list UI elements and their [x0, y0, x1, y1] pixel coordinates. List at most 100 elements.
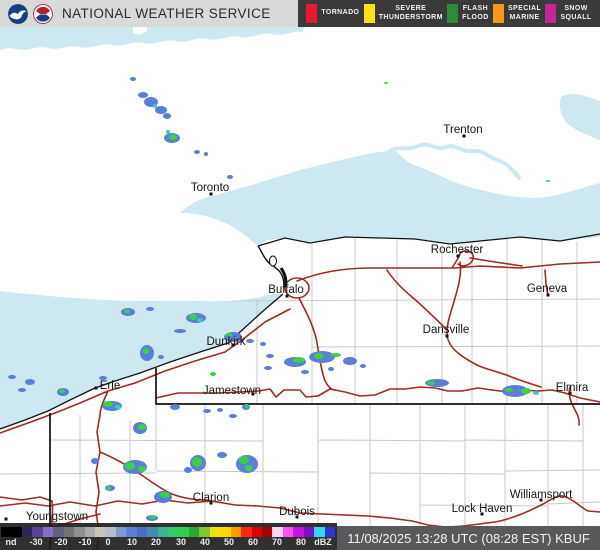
radar-echo — [521, 388, 531, 394]
grand-island — [269, 255, 277, 267]
warning-item-tornado: TORNADO — [306, 0, 359, 27]
radar-echo — [301, 370, 309, 374]
city-dot-dubois — [295, 515, 299, 519]
brand: NATIONAL WEATHER SERVICE — [0, 3, 271, 24]
city-label-layer: Toronto Trenton Rochester Buffalo Geneva Dans… — [4, 124, 589, 523]
colorbar-tick-20: 20 — [150, 537, 162, 547]
radar-echo — [99, 376, 107, 380]
warning-item-severe-thunderstorm: SEVERE THUNDERSTORM — [363, 0, 443, 27]
radar-echo — [266, 354, 274, 358]
lake-ontario — [180, 150, 600, 246]
radar-echo — [138, 466, 146, 472]
radar-echo — [8, 375, 16, 379]
colorbar-tick-dBZ: dBZ — [314, 537, 332, 547]
timestamp-bar: 11/08/2025 13:28 UTC (08:28 EST) KBUF — [337, 526, 600, 550]
city-label-clarion: Clarion — [193, 492, 229, 504]
warning-item-flash-flood: FLASH FLOOD — [447, 0, 489, 27]
water-layer — [0, 27, 600, 429]
radar-echo — [328, 367, 334, 371]
radar-echo — [204, 152, 208, 156]
radar-echo — [505, 388, 513, 392]
colorbar-segment — [303, 527, 315, 537]
colorbar-segment — [53, 527, 64, 537]
city-dot-rochester — [456, 254, 460, 258]
city-dot-dansville — [445, 334, 449, 338]
colorbar-tick--20: -20 — [54, 537, 68, 547]
warning-swatch — [545, 4, 557, 23]
radar-echo — [174, 329, 186, 333]
colorbar-segment — [178, 527, 189, 537]
lake-erie — [0, 291, 283, 429]
radar-echo — [264, 366, 272, 370]
colorbar-segment — [293, 527, 304, 537]
radar-echo — [229, 414, 237, 418]
city-dot-jamestown — [251, 392, 255, 396]
colorbar-tick-70: 70 — [271, 537, 283, 547]
radar-echo — [59, 389, 65, 393]
warning-swatch — [492, 4, 504, 23]
city-label-lock-haven: Lock Haven — [452, 503, 513, 515]
radar-echo — [293, 357, 305, 363]
radar-echo — [210, 372, 216, 376]
colorbar-segment — [188, 527, 200, 537]
colorbar-segment — [199, 527, 210, 537]
radar-echo — [217, 452, 227, 458]
radar-echo — [533, 391, 539, 395]
radar-echo — [184, 467, 192, 473]
radar-echo — [502, 385, 528, 397]
city-label-elmira: Elmira — [556, 382, 589, 394]
timestamp-text: 11/08/2025 13:28 UTC (08:28 EST) KBUF — [347, 530, 590, 546]
colorbar-segment — [136, 527, 148, 537]
city-label-dubois: Dubois — [279, 506, 315, 518]
radar-echo — [260, 342, 266, 346]
colorbar-segment — [272, 527, 283, 537]
warning-label: SEVERE THUNDERSTORM — [378, 5, 443, 21]
radar-echo — [146, 307, 154, 311]
colorbar-segment — [282, 527, 294, 537]
warning-label: FLASH FLOOD — [462, 5, 489, 21]
colorbar-segment — [314, 527, 325, 537]
radar-echo — [246, 339, 254, 343]
city-dot-lock-haven — [480, 512, 484, 516]
city-label-jamestown: Jamestown — [203, 385, 261, 397]
radar-map[interactable]: Toronto Trenton Rochester Buffalo Geneva Dans… — [0, 27, 600, 550]
colorbar-segment — [94, 527, 106, 537]
city-label-dunkirk: Dunkirk — [207, 336, 246, 348]
radar-echo — [245, 465, 253, 471]
radar-echo — [217, 408, 223, 412]
radar-echo — [360, 364, 366, 368]
radar-echo — [427, 381, 435, 385]
radar-echo — [115, 405, 121, 409]
colorbar-segment — [11, 527, 22, 537]
radar-echo — [227, 175, 233, 179]
radar-echo — [343, 357, 357, 365]
colorbar-segment — [84, 527, 95, 537]
lake-erie-shoreline — [0, 293, 284, 430]
colorbar-segment — [147, 527, 158, 537]
noaa-logo — [8, 3, 28, 24]
colorbar-segment — [32, 527, 43, 537]
county-lines-layer — [0, 238, 600, 550]
radar-echo — [153, 104, 157, 108]
city-label-buffalo: Buffalo — [268, 284, 304, 296]
city-dot-geneva — [546, 293, 550, 297]
city-dot-elmira — [568, 391, 572, 395]
colorbar-segment — [261, 527, 273, 537]
colorbar-tick-0: 0 — [105, 537, 111, 547]
radar-echo — [239, 456, 249, 464]
radar-echo — [138, 424, 146, 430]
colorbar-tick-50: 50 — [223, 537, 235, 547]
city-label-toronto: Toronto — [191, 182, 229, 194]
radar-echo — [331, 353, 341, 357]
warning-swatch — [363, 4, 375, 23]
radar-echo — [91, 458, 99, 464]
radar-echo — [160, 492, 170, 498]
city-label-dansville: Dansville — [423, 324, 470, 336]
radar-echo — [197, 318, 203, 322]
radar-echo — [143, 348, 149, 354]
city-label-rochester: Rochester — [431, 244, 484, 256]
city-label-erie: Erie — [100, 380, 120, 392]
warning-label: SPECIAL MARINE — [507, 5, 542, 21]
colorbar-tick--30: -30 — [29, 537, 43, 547]
colorbar-tick-nd: nd — [5, 537, 17, 547]
